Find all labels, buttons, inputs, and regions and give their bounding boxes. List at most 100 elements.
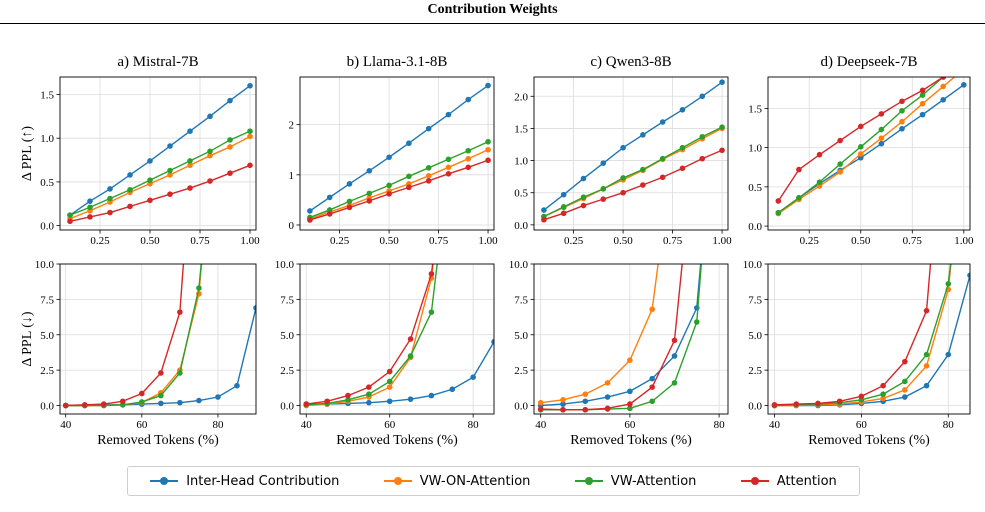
x-axis-label: Removed Tokens (%)	[97, 433, 219, 448]
y-tick-label: 0.5	[514, 188, 528, 200]
data-point	[796, 195, 802, 201]
subplot-8: 40 60 80 0.0 2.5 5.0 7.5 10.0 Removed Tokens (%)	[743, 205, 971, 448]
data-point	[100, 401, 107, 407]
data-point	[940, 83, 947, 90]
x-tick-label: 0.75	[429, 235, 449, 247]
x-tick-label: 0.50	[851, 235, 871, 247]
series-line	[65, 264, 202, 407]
data-point	[346, 198, 353, 205]
y-tick-label: 1.0	[514, 156, 528, 168]
data-point	[649, 384, 655, 390]
data-point	[620, 189, 626, 196]
data-point	[196, 285, 202, 291]
y-tick-label: 0.0	[40, 221, 54, 233]
data-point	[425, 178, 432, 184]
data-point	[187, 158, 193, 164]
plot-area	[62, 264, 256, 409]
series-line	[69, 135, 251, 220]
series-line	[774, 264, 952, 407]
legend-marker-icon	[574, 475, 603, 487]
subplot-1: 0.25 0.50 0.75 1.00 0.0 0.5 1.0 1.5 a) Mistral-7…	[20, 54, 260, 247]
data-point	[187, 128, 193, 135]
y-tick-label: 0.5	[40, 177, 54, 189]
data-point	[961, 82, 967, 88]
series-line	[306, 264, 434, 405]
data-point	[445, 111, 452, 118]
data-point	[775, 209, 782, 216]
data-point	[407, 396, 414, 402]
data-point	[560, 406, 566, 413]
data-point	[425, 164, 432, 171]
y-tick-label: 7.5	[280, 294, 294, 306]
data-point	[880, 382, 886, 389]
series-line	[69, 85, 251, 216]
data-point	[919, 100, 926, 107]
data-point	[961, 62, 967, 68]
data-point	[923, 363, 930, 369]
data-point	[445, 164, 452, 171]
x-tick-label: 60	[384, 419, 396, 431]
data-point	[627, 401, 633, 407]
series-line	[69, 164, 251, 222]
data-point	[640, 132, 646, 138]
x-tick-label: 0.25	[330, 235, 350, 247]
data-point	[699, 155, 706, 162]
axes-frame	[767, 76, 971, 231]
axes-frame	[533, 76, 729, 231]
data-point	[107, 209, 113, 216]
x-tick-label: 1.00	[712, 235, 732, 247]
legend-item-vw-on-attention: VW-ON-Attention	[383, 474, 530, 489]
data-point	[386, 398, 393, 405]
data-point	[945, 351, 952, 358]
data-point	[640, 182, 646, 188]
data-point	[537, 399, 544, 406]
data-point	[649, 375, 655, 382]
axes-frame	[533, 263, 729, 415]
data-point	[227, 137, 233, 143]
data-point	[857, 144, 864, 150]
data-point	[627, 388, 633, 395]
series-line	[777, 77, 945, 214]
x-tick-label: 80	[212, 419, 224, 431]
data-point	[699, 133, 706, 140]
series-line	[306, 264, 434, 407]
data-point	[326, 211, 333, 217]
data-point	[679, 106, 686, 113]
legend-label: Inter-Head Contribution	[186, 473, 340, 489]
data-point	[465, 147, 472, 154]
data-point	[386, 191, 392, 197]
subplot-4: 0.25 0.50 0.75 1.00 0.0 0.5 1.0 1.5 d) Deepseek-…	[748, 54, 974, 247]
x-tick-label: 1.00	[478, 235, 498, 247]
data-point	[366, 391, 372, 397]
data-point	[899, 98, 905, 105]
data-point	[620, 144, 626, 151]
data-point	[663, 205, 669, 211]
data-point	[247, 82, 253, 89]
data-point	[207, 113, 213, 120]
data-point	[81, 402, 88, 408]
data-point	[158, 392, 164, 399]
legend-marker-icon	[150, 475, 179, 487]
y-tick-label: 7.5	[514, 294, 528, 306]
x-tick-label: 40	[769, 419, 781, 431]
y-tick-label: 10.0	[509, 259, 529, 271]
data-point	[425, 173, 432, 179]
series-line	[777, 77, 945, 202]
data-point	[600, 160, 607, 166]
data-point	[345, 392, 351, 399]
x-tick-label: 80	[714, 419, 726, 431]
series-line	[777, 84, 965, 214]
y-tick-label: 5.0	[280, 330, 294, 342]
data-point	[923, 382, 930, 389]
figure-header-title: Contribution Weights	[427, 2, 558, 17]
y-tick-label: 1.5	[748, 103, 762, 115]
y-tick-label: 0	[289, 220, 295, 232]
data-point	[932, 205, 938, 211]
data-point	[437, 205, 443, 211]
series-line	[65, 264, 203, 407]
data-point	[671, 337, 678, 344]
y-tick-label: 5.0	[40, 330, 54, 342]
data-point	[366, 198, 373, 204]
plot-area	[541, 79, 725, 223]
subplot-title: a) Mistral-7B	[117, 54, 198, 70]
